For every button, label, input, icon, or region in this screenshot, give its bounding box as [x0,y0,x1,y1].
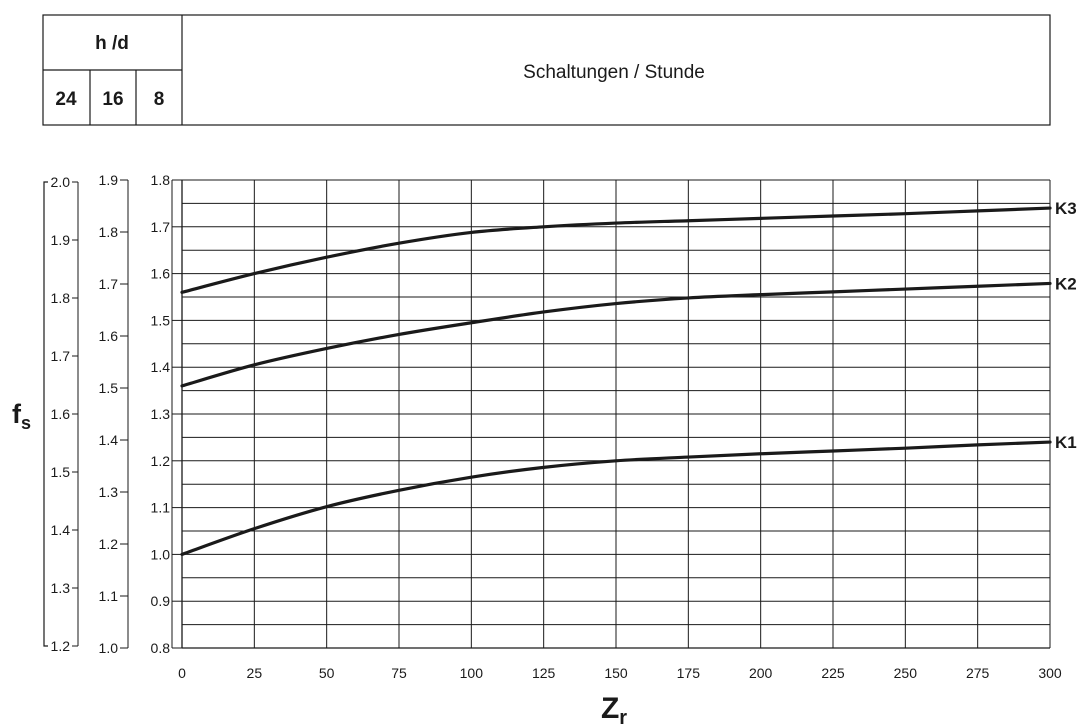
scale-16h-label: 1.1 [99,588,119,604]
x-tick-label: 275 [966,665,990,681]
x-tick-label: 125 [532,665,556,681]
scale-8h-label: 1.1 [151,500,171,516]
x-tick-label: 200 [749,665,773,681]
x-tick-label: 25 [247,665,263,681]
scale-8h-label: 1.3 [151,406,171,422]
series-label-k1: K1 [1055,433,1077,452]
scale-8h-label: 0.9 [151,593,171,609]
header-title: Schaltungen / Stunde [523,62,705,83]
hours-value-8: 8 [154,89,165,110]
scale-24h-label: 1.7 [51,348,71,364]
scale-24h-label: 1.3 [51,580,71,596]
scale-24h-label: 1.9 [51,232,71,248]
scale-8h-label: 1.8 [151,172,171,188]
scale-8h-label: 0.8 [151,640,171,656]
x-tick-label: 0 [178,665,186,681]
scale-8h-label: 1.4 [151,359,171,375]
series-line-k2 [180,281,1052,388]
scale-16h-label: 1.0 [99,640,119,656]
y-axis-title-sub: s [21,413,31,433]
scale-24h-label: 2.0 [51,174,71,190]
series-line-k3 [180,206,1052,294]
scale-24h-label: 1.5 [51,464,71,480]
hours-value-16: 16 [102,89,123,110]
series-label-k3: K3 [1055,199,1077,218]
scale-bracket [43,181,48,647]
scale-16h-label: 1.3 [99,484,119,500]
y-axis-title-main: f [12,399,22,429]
x-axis-title-main: Z [601,692,619,724]
grid [181,179,1051,649]
scale-8h-label: 1.6 [151,266,171,282]
axes: 0 25 50 75 100 125 150 175 200 225 250 275 300 0.8 0.9… [43,172,1062,681]
scale-24h-label: 1.8 [51,290,71,306]
x-tick-label: 175 [677,665,701,681]
scale-8h-label: 1.0 [151,546,171,562]
scale-16h-label: 1.4 [99,432,119,448]
x-tick-label: 300 [1038,665,1062,681]
header-table: h /d 24 16 8 Schaltungen / Stunde [42,14,1051,126]
scale-24h-label: 1.6 [51,406,71,422]
x-tick-label: 50 [319,665,335,681]
series-line-k1 [180,440,1052,556]
x-tick-label: 225 [821,665,845,681]
scale-16h-label: 1.8 [99,224,119,240]
y-axis-title: fs [12,399,31,433]
scale-16h-label: 1.6 [99,328,119,344]
scale-8h-label: 1.7 [151,219,171,235]
scale-16h-label: 1.7 [99,276,119,292]
scale-16h-label: 1.9 [99,172,119,188]
curves: K3 K2 K1 [180,199,1077,556]
scale-16h-label: 1.5 [99,380,119,396]
x-tick-label: 150 [604,665,628,681]
x-axis-title-sub: r [619,707,627,724]
x-axis-title: Zr [601,692,627,724]
scale-24h-label: 1.4 [51,522,71,538]
scale-8h-label: 1.5 [151,312,171,328]
x-tick-label: 250 [894,665,918,681]
x-tick-label: 100 [460,665,484,681]
scale-24h-label: 1.2 [51,638,71,654]
hours-value-24: 24 [55,89,77,110]
scale-8h-label: 1.2 [151,453,171,469]
hours-per-day-label: h /d [95,33,129,54]
series-label-k2: K2 [1055,274,1077,293]
scale-16h-label: 1.2 [99,536,119,552]
x-tick-label: 75 [391,665,407,681]
